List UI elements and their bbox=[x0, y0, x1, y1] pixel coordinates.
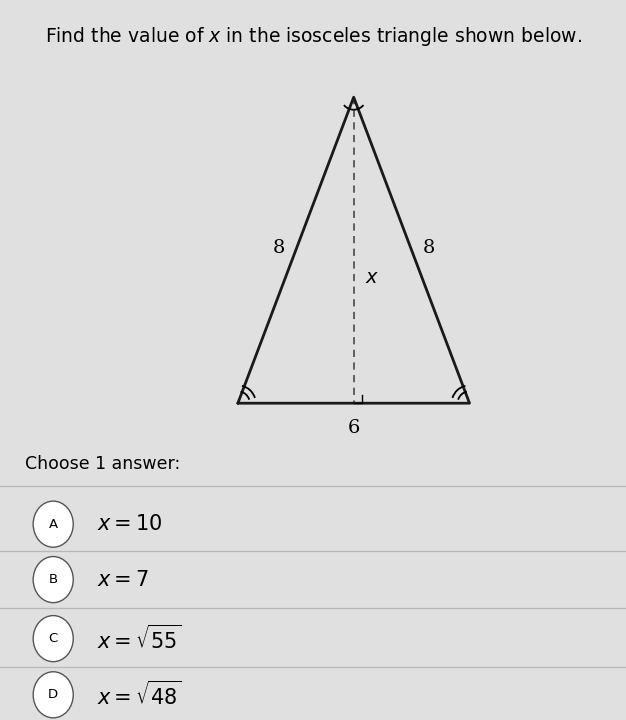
Circle shape bbox=[33, 557, 73, 603]
Text: $x = 7$: $x = 7$ bbox=[97, 570, 149, 590]
Text: $x = 10$: $x = 10$ bbox=[97, 514, 163, 534]
Text: 6: 6 bbox=[347, 419, 360, 437]
Text: D: D bbox=[48, 688, 58, 701]
Text: Choose 1 answer:: Choose 1 answer: bbox=[25, 455, 180, 474]
Text: Find the value of $x$ in the isosceles triangle shown below.: Find the value of $x$ in the isosceles t… bbox=[44, 25, 582, 48]
Circle shape bbox=[33, 616, 73, 662]
Text: C: C bbox=[49, 632, 58, 645]
Text: 8: 8 bbox=[423, 239, 435, 257]
Circle shape bbox=[33, 501, 73, 547]
Text: B: B bbox=[49, 573, 58, 586]
Text: $x$: $x$ bbox=[366, 268, 379, 287]
Text: $x = \sqrt{48}$: $x = \sqrt{48}$ bbox=[97, 680, 182, 709]
Text: 8: 8 bbox=[272, 239, 285, 257]
Text: $x = \sqrt{55}$: $x = \sqrt{55}$ bbox=[97, 624, 182, 653]
Circle shape bbox=[33, 672, 73, 718]
Text: A: A bbox=[49, 518, 58, 531]
